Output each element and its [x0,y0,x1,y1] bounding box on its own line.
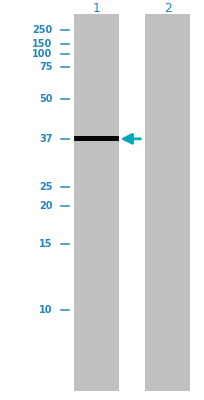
Text: 2: 2 [163,2,171,15]
Text: 15: 15 [39,239,52,249]
Text: 100: 100 [32,49,52,59]
Bar [74,136,118,142]
Bar [74,14,118,391]
Text: 1: 1 [92,2,100,15]
Text: 150: 150 [32,39,52,49]
Text: 250: 250 [32,25,52,35]
Text: 75: 75 [39,62,52,72]
Text: 10: 10 [39,305,52,315]
Text: 20: 20 [39,202,52,212]
Text: 25: 25 [39,182,52,192]
Bar [145,14,189,391]
Bar [76,136,116,142]
Text: 50: 50 [39,94,52,104]
Text: 37: 37 [39,134,52,144]
